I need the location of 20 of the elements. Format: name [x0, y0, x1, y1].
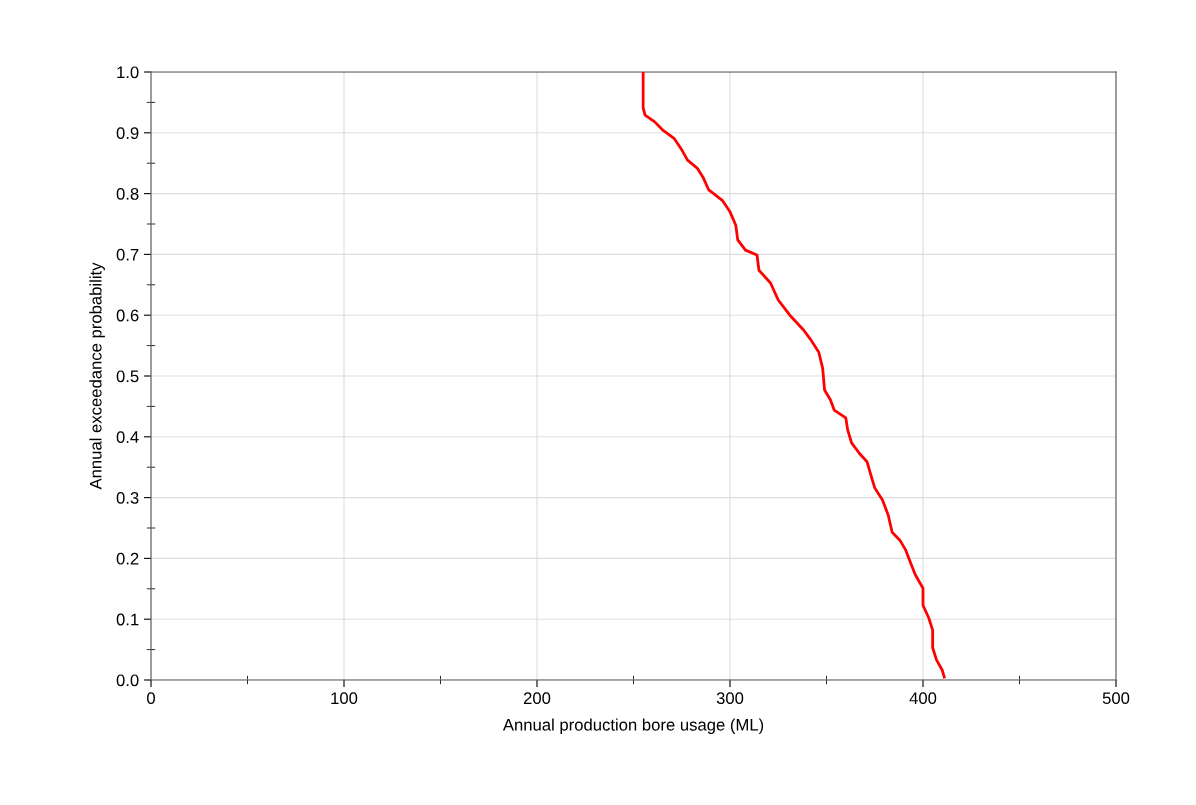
x-tick-label: 300 [716, 692, 744, 705]
x-axis-title: Annual production bore usage (ML) [502, 718, 764, 734]
y-axis-title: Annual exceedance probability [89, 262, 105, 490]
y-tick-label: 0.9 [116, 127, 139, 139]
y-tick-label: 0.6 [116, 309, 139, 322]
x-tick-label: 400 [909, 692, 937, 705]
y-tick-label: 0.1 [116, 613, 139, 626]
y-tick-label: 0.2 [116, 552, 139, 565]
y-tick-label: 0.4 [116, 431, 139, 443]
y-tick-label: 0.7 [116, 248, 139, 261]
line-series [641, 72, 946, 679]
x-tick-label: 100 [331, 692, 358, 705]
y-tick-label: 0.0 [116, 674, 139, 687]
y-tick-label: 0.5 [116, 370, 139, 383]
y-tick-label: 0.8 [116, 188, 139, 200]
x-tick-label: 500 [1102, 692, 1130, 705]
y-tick-label: 0.3 [116, 492, 139, 504]
x-tick-label: 200 [523, 692, 551, 705]
y-tick-label: 1.0 [117, 66, 139, 79]
x-tick-label: 0 [147, 692, 155, 705]
